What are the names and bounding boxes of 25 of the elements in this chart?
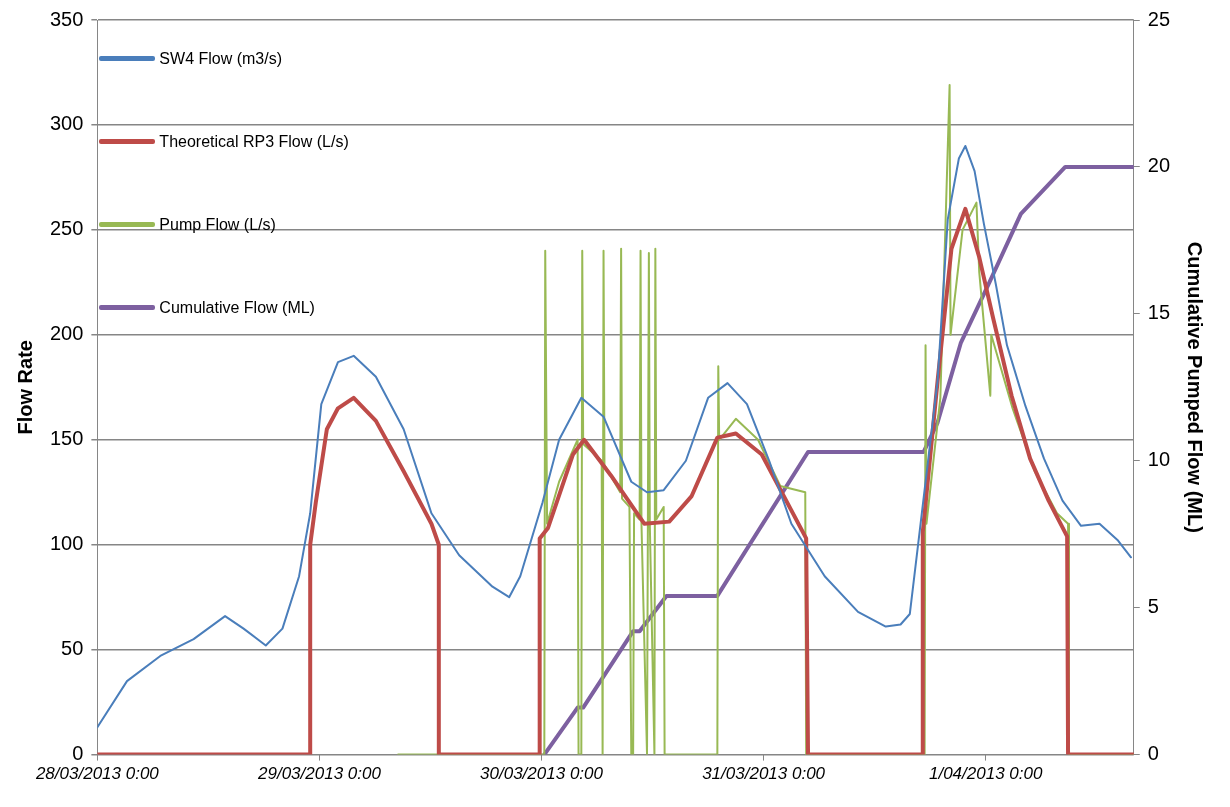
legend-label: Pump Flow (L/s) xyxy=(159,215,276,235)
y-tick-label: 150 xyxy=(49,427,84,450)
y2-axis-title: Cumulative Pumped Flow (ML) xyxy=(1184,241,1207,533)
x-tick-label: 31/03/2013 0:00 xyxy=(702,763,826,783)
x-tick-label: 30/03/2013 0:00 xyxy=(480,763,604,783)
y-tick-label: 350 xyxy=(49,7,84,30)
y-tick-label: 250 xyxy=(49,217,84,240)
x-tick-label: 28/03/2013 0:00 xyxy=(34,763,160,783)
x-tick-label: 29/03/2013 0:00 xyxy=(257,763,382,783)
y2-tick-label: 0 xyxy=(1147,742,1159,765)
y2-tick-label: 10 xyxy=(1147,448,1170,471)
legend-label: Cumulative Flow (ML) xyxy=(159,298,315,318)
y-tick-label: 200 xyxy=(49,322,84,345)
y-axis-title: Flow Rate xyxy=(13,340,36,435)
y-tick-label: 300 xyxy=(49,112,84,135)
y-tick-label: 0 xyxy=(72,742,84,765)
y2-tick-label: 15 xyxy=(1147,301,1170,324)
y2-tick-label: 25 xyxy=(1147,7,1170,30)
legend-label: Theoretical RP3 Flow (L/s) xyxy=(159,132,349,152)
x-tick-label: 1/04/2013 0:00 xyxy=(928,763,1043,783)
y2-tick-label: 5 xyxy=(1147,595,1159,618)
y-tick-label: 100 xyxy=(49,532,84,555)
legend-label: SW4 Flow (m3/s) xyxy=(159,49,283,69)
y2-tick-label: 20 xyxy=(1147,154,1170,177)
y-tick-label: 50 xyxy=(61,637,84,660)
